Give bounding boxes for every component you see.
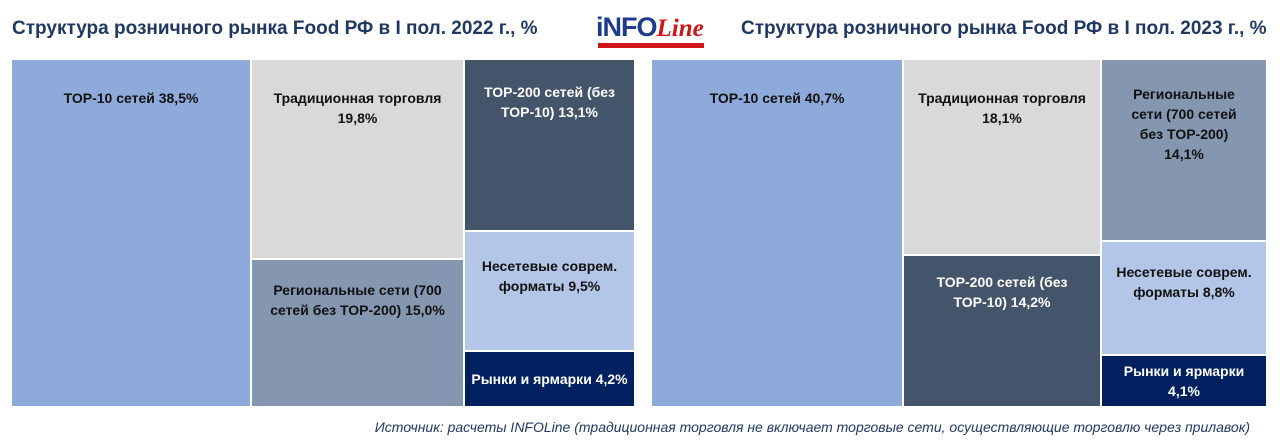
chart-title-2023: Структура розничного рынка Food РФ в I п… [741, 18, 1267, 39]
treemap-cell-label: Несетевые соврем. форматы 8,8% [1116, 264, 1252, 300]
infoline-logo: iNFOLine [596, 12, 708, 52]
treemap-2023: TOP-10 сетей 40,7% Традиционная торговля … [652, 60, 1268, 408]
treemap-cell-label: Региональные сети (700 сетей без TOP-200… [1131, 86, 1237, 162]
treemap-cell-2022-5: Рынки и ярмарки 4,2% [465, 352, 636, 408]
source-note: Источник: расчеты INFOLine (традиционная… [374, 419, 1250, 435]
logo-bar [598, 43, 704, 48]
treemap-cell-label: TOP-200 сетей (без TOP-10) 13,1% [483, 84, 616, 120]
treemap-cell-label: Несетевые соврем. форматы 9,5% [481, 258, 618, 294]
treemap-cell-label: TOP-10 сетей 38,5% [63, 90, 199, 106]
treemap-cell-2023-3: Региональные сети (700 сетей без TOP-200… [1102, 60, 1268, 242]
treemap-cell-label: Традиционная торговля 19,8% [273, 90, 442, 126]
treemap-cell-2022-4: Несетевые соврем. форматы 9,5% [465, 232, 636, 352]
treemap-cell-2022-3: TOP-200 сетей (без TOP-10) 13,1% [465, 60, 636, 232]
logo-text-main: iNFO [596, 12, 657, 42]
treemap-cell-2022-2: Региональные сети (700 сетей без TOP-200… [252, 260, 465, 408]
treemap-cell-label: Традиционная торговля 18,1% [918, 90, 1086, 126]
chart-title-2022: Структура розничного рынка Food РФ в I п… [12, 18, 538, 39]
treemap-cell-2022-0: TOP-10 сетей 38,5% [12, 60, 252, 408]
treemap-cell-2023-4: Несетевые соврем. форматы 8,8% [1102, 242, 1268, 356]
treemap-cell-2023-2: TOP-200 сетей (без TOP-10) 14,2% [904, 256, 1102, 408]
treemap-cell-label: Региональные сети (700 сетей без TOP-200… [270, 282, 445, 318]
treemap-cell-label: TOP-200 сетей (без TOP-10) 14,2% [936, 274, 1068, 310]
treemap-cell-label: TOP-10 сетей 40,7% [709, 90, 845, 106]
treemap-cell-2022-1: Традиционная торговля 19,8% [252, 60, 465, 260]
treemap-cell-label: Рынки и ярмарки 4,1% [1123, 363, 1245, 399]
logo-text-accent: Line [656, 15, 704, 42]
treemap-cell-2023-0: TOP-10 сетей 40,7% [652, 60, 904, 408]
treemap-cell-2023-5: Рынки и ярмарки 4,1% [1102, 356, 1268, 408]
treemap-2022: TOP-10 сетей 38,5% Традиционная торговля … [12, 60, 636, 408]
treemap-cell-label: Рынки и ярмарки 4,2% [471, 371, 628, 387]
treemap-cell-2023-1: Традиционная торговля 18,1% [904, 60, 1102, 256]
